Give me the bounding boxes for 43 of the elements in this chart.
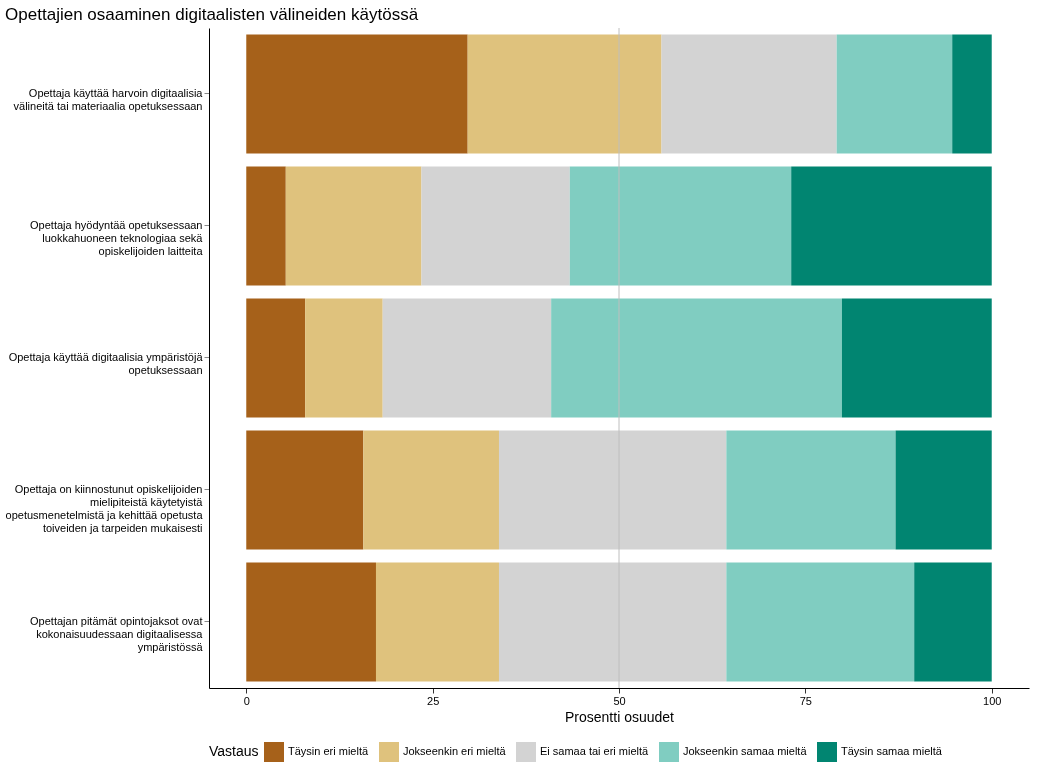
x-tick-label: 50 — [613, 694, 626, 707]
legend-label: Ei samaa tai eri mieltä — [540, 745, 650, 757]
bar — [551, 298, 842, 418]
x-tick-label: 0 — [243, 694, 250, 707]
bar — [467, 34, 662, 154]
legend-title: Vastaus — [209, 743, 259, 759]
bar — [382, 298, 552, 418]
bar — [421, 166, 570, 286]
x-axis-title: Prosentti osuudet — [565, 708, 675, 725]
bar — [726, 430, 896, 550]
bar — [498, 430, 727, 550]
x-tick-label: 75 — [799, 694, 812, 707]
y-tick-label: Opettaja käyttää harvoin digitaalisia välineitä tai materiaalia opetuksessaan — [13, 87, 204, 112]
legend-label: Jokseenkin eri mieltä — [403, 745, 507, 757]
bar — [305, 298, 383, 418]
legend-label: Jokseenkin samaa mieltä — [683, 745, 808, 757]
bar — [246, 34, 468, 154]
bar — [498, 562, 727, 682]
bar — [285, 166, 422, 286]
x-tick-label: 100 — [983, 694, 1002, 707]
legend-label: Täysin eri mieltä — [288, 745, 369, 757]
bar — [841, 298, 992, 418]
bar — [246, 298, 306, 418]
y-tick-label: Opettaja hyödyntää opetuksessaan luokkahuoneen teknologiaa sekä opiskelijoiden laitteita — [30, 219, 204, 257]
bar — [895, 430, 992, 550]
bar — [791, 166, 992, 286]
bar — [836, 34, 953, 154]
y-tick-label: Opettaja on kiinnostunut opiskelijoiden mielipiteistä käytetyistä opetusmenetelmistä ja kehittää opetusta toiveiden ja tarpeiden mukaisesti — [5, 483, 204, 534]
bar — [246, 562, 376, 682]
bar — [661, 34, 837, 154]
bar — [246, 166, 286, 286]
chart-title: Opettajien osaaminen digitaalisten välineiden käytössä — [5, 4, 419, 24]
bar — [246, 430, 364, 550]
bar — [363, 430, 499, 550]
y-tick-label: Opettajan pitämät opintojaksot ovat kokonaisuudessaan digitaalisessa ympäristössä — [30, 615, 204, 653]
legend-label: Täysin samaa mieltä — [841, 745, 943, 757]
bar — [569, 166, 792, 286]
y-tick-label: Opettaja käyttää digitaalisia ympäristöjä opetuksessaan — [8, 351, 204, 376]
bar — [375, 562, 499, 682]
x-tick-label: 25 — [427, 694, 440, 707]
bar — [726, 562, 915, 682]
bar — [914, 562, 992, 682]
bar — [952, 34, 992, 154]
